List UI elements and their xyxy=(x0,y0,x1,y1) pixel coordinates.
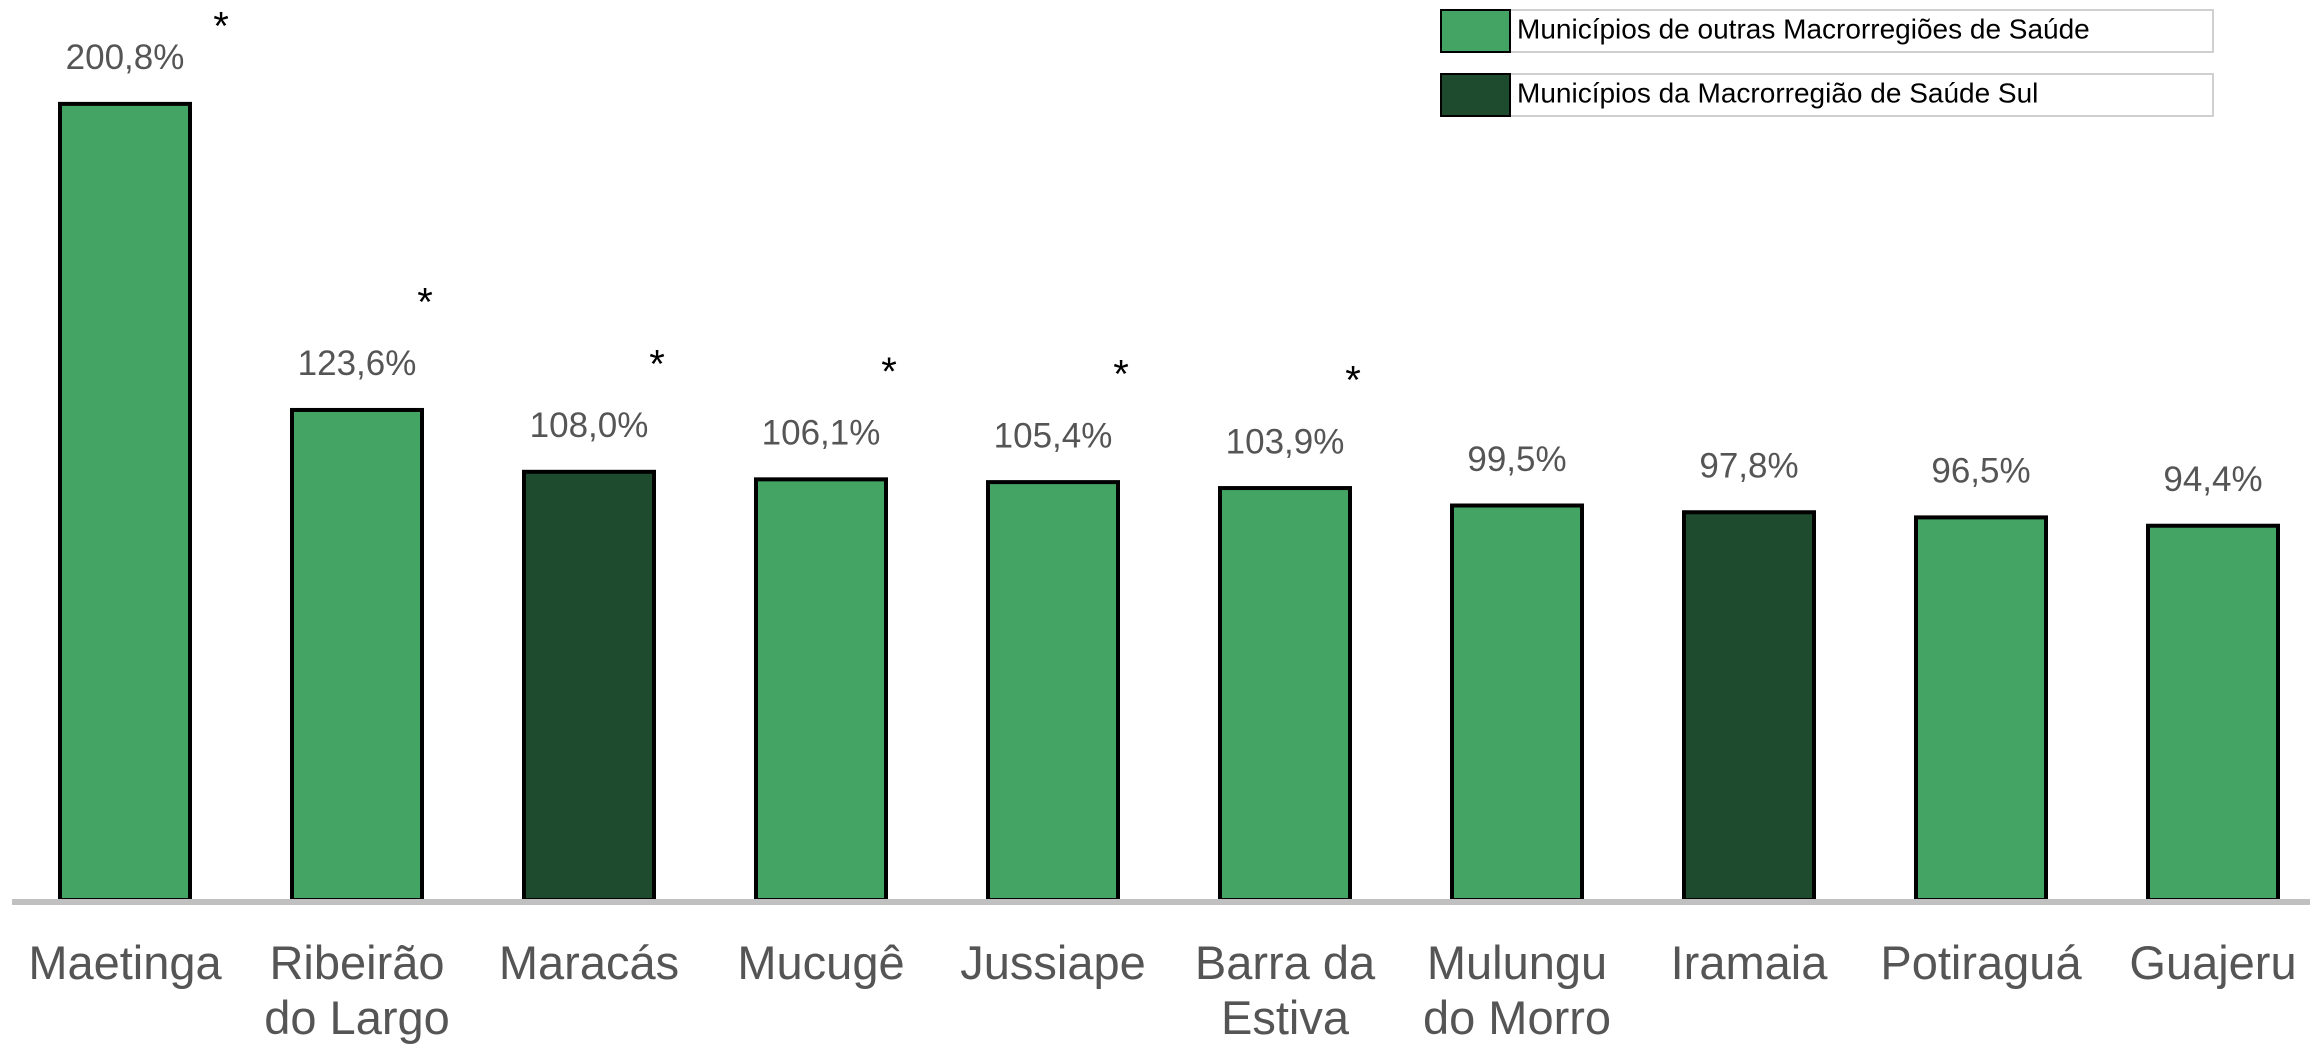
annotation: * xyxy=(417,281,433,325)
legend-swatch xyxy=(1440,73,1511,117)
annotation: * xyxy=(1345,359,1361,403)
bar xyxy=(290,407,424,902)
x-tick-label: Guajeru xyxy=(2129,936,2297,989)
legend-label: Municípios de outras Macrorregiões de Sa… xyxy=(1517,13,2090,44)
x-tick-label: Iramaia xyxy=(1670,936,1828,989)
bar xyxy=(754,477,888,902)
x-tick-label: Ribeirão do Largo xyxy=(264,936,450,1044)
value-label: 123,6% xyxy=(298,344,417,383)
value-label: 105,4% xyxy=(994,416,1113,455)
annotation: * xyxy=(649,342,665,386)
bar xyxy=(1682,510,1816,902)
x-tick-label: Mucugê xyxy=(737,936,905,989)
legend-label: Municípios da Macrorregião de Saúde Sul xyxy=(1517,77,2038,108)
bar xyxy=(1218,486,1352,902)
value-label: 96,5% xyxy=(1931,452,2030,491)
x-tick-label: Potiraguá xyxy=(1880,936,2082,989)
x-tick-label: Jussiape xyxy=(960,936,1146,989)
bar xyxy=(1450,503,1584,902)
x-tick-label: Maracás xyxy=(498,936,680,989)
value-label: 97,8% xyxy=(1699,446,1798,485)
bar xyxy=(986,480,1120,902)
annotation: * xyxy=(881,350,897,394)
legend-box xyxy=(1440,73,2214,117)
x-tick-label: Mulungu do Morro xyxy=(1422,936,1612,1044)
bar xyxy=(58,101,192,903)
bar xyxy=(522,469,656,902)
annotation: * xyxy=(1113,353,1129,397)
value-label: 103,9% xyxy=(1226,422,1345,461)
legend-swatch xyxy=(1440,9,1511,53)
bar xyxy=(2146,523,2280,902)
value-label: 106,1% xyxy=(762,414,881,453)
legend-box xyxy=(1440,9,2214,53)
annotation: * xyxy=(213,4,229,48)
bar xyxy=(1914,515,2048,902)
x-tick-label: Barra da Estiva xyxy=(1194,936,1376,1044)
value-label: 94,4% xyxy=(2163,460,2262,499)
value-label: 200,8% xyxy=(66,38,185,77)
value-label: 108,0% xyxy=(530,406,649,445)
x-tick-label: Maetinga xyxy=(28,936,222,989)
value-label: 99,5% xyxy=(1467,440,1566,479)
